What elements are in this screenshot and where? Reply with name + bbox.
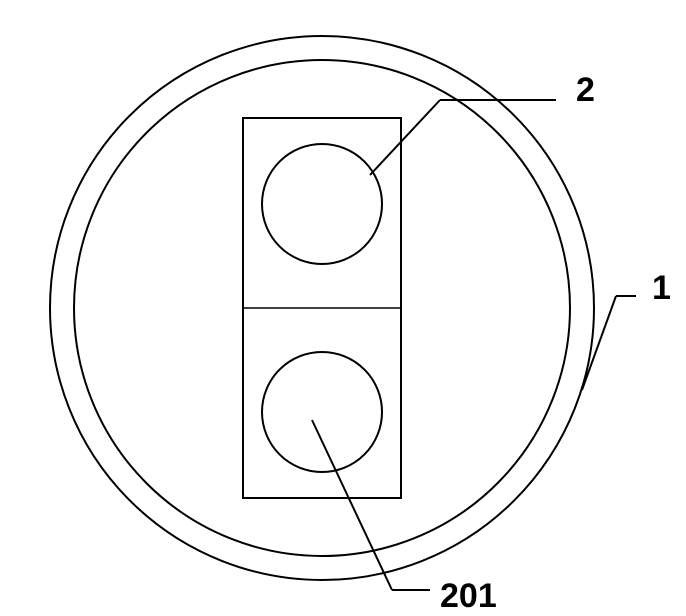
callout-label: 201	[440, 577, 497, 615]
callout-label: 2	[576, 71, 595, 109]
callout-label: 1	[652, 269, 671, 307]
